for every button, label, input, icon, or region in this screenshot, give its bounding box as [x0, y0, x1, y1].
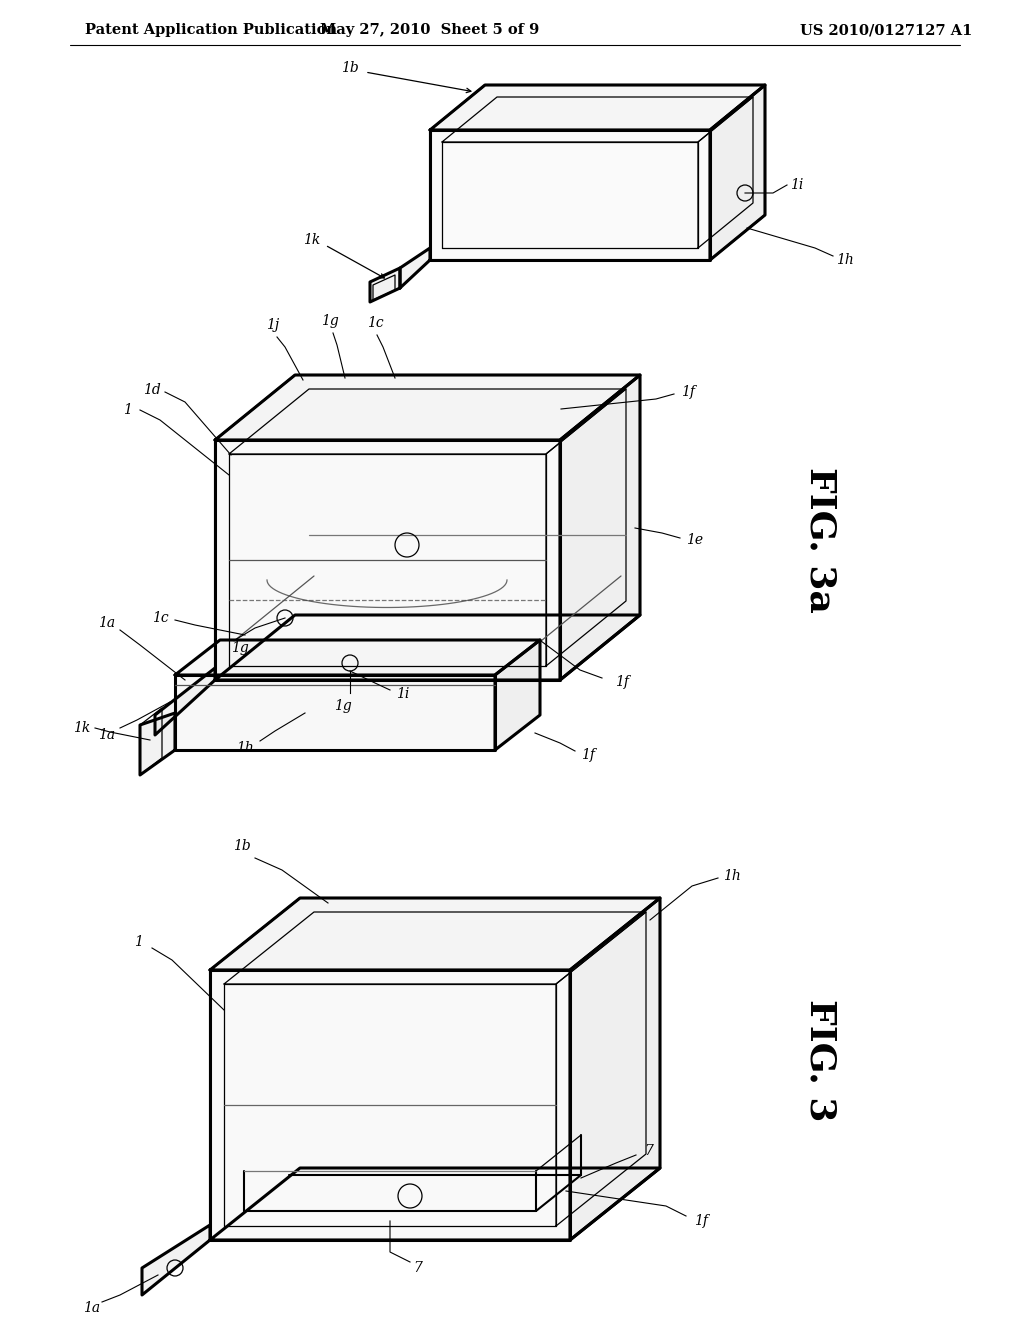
Polygon shape [215, 375, 640, 440]
Text: 1i: 1i [396, 686, 410, 701]
Text: 1i: 1i [791, 178, 804, 191]
Text: 1f: 1f [681, 385, 695, 399]
Text: 1a: 1a [83, 1302, 100, 1315]
Polygon shape [175, 640, 540, 675]
Polygon shape [710, 84, 765, 260]
Text: 1b: 1b [341, 61, 358, 75]
Text: 1f: 1f [581, 748, 595, 762]
Text: 1a: 1a [98, 729, 116, 742]
Text: 1g: 1g [231, 642, 249, 655]
Text: 1f: 1f [694, 1214, 708, 1228]
Text: 1a: 1a [98, 616, 116, 630]
Text: FIG. 3a: FIG. 3a [803, 467, 837, 612]
Text: 1j: 1j [266, 318, 280, 333]
Text: 1h: 1h [723, 869, 741, 883]
Text: 7: 7 [414, 1261, 423, 1275]
Text: 1: 1 [123, 403, 131, 417]
Polygon shape [400, 248, 430, 288]
Polygon shape [142, 1225, 210, 1295]
Polygon shape [215, 440, 560, 680]
Polygon shape [210, 898, 660, 970]
Text: 1c: 1c [367, 315, 383, 330]
Text: May 27, 2010  Sheet 5 of 9: May 27, 2010 Sheet 5 of 9 [321, 22, 540, 37]
Polygon shape [560, 375, 640, 680]
Text: 7: 7 [644, 1144, 653, 1158]
Text: US 2010/0127127 A1: US 2010/0127127 A1 [800, 22, 973, 37]
Polygon shape [430, 84, 765, 129]
Polygon shape [140, 713, 175, 775]
Text: 1h: 1h [837, 253, 854, 267]
Text: 1b: 1b [233, 840, 251, 853]
Text: Patent Application Publication: Patent Application Publication [85, 22, 337, 37]
Polygon shape [210, 970, 570, 1239]
Text: 1c: 1c [152, 611, 168, 624]
Text: 1d: 1d [143, 383, 161, 397]
Text: 1f: 1f [615, 675, 629, 689]
Polygon shape [155, 668, 215, 735]
Text: 1: 1 [133, 935, 142, 949]
Text: 1k: 1k [74, 721, 91, 735]
Text: 1e: 1e [686, 533, 703, 546]
Text: 1g: 1g [334, 700, 352, 713]
Polygon shape [570, 898, 660, 1239]
Text: 1g: 1g [322, 314, 339, 327]
Polygon shape [495, 640, 540, 750]
Text: 1h: 1h [237, 741, 254, 755]
Polygon shape [370, 268, 400, 302]
Polygon shape [430, 129, 710, 260]
Polygon shape [175, 675, 495, 750]
Text: 1k: 1k [303, 234, 321, 247]
Text: FIG. 3: FIG. 3 [803, 999, 837, 1121]
